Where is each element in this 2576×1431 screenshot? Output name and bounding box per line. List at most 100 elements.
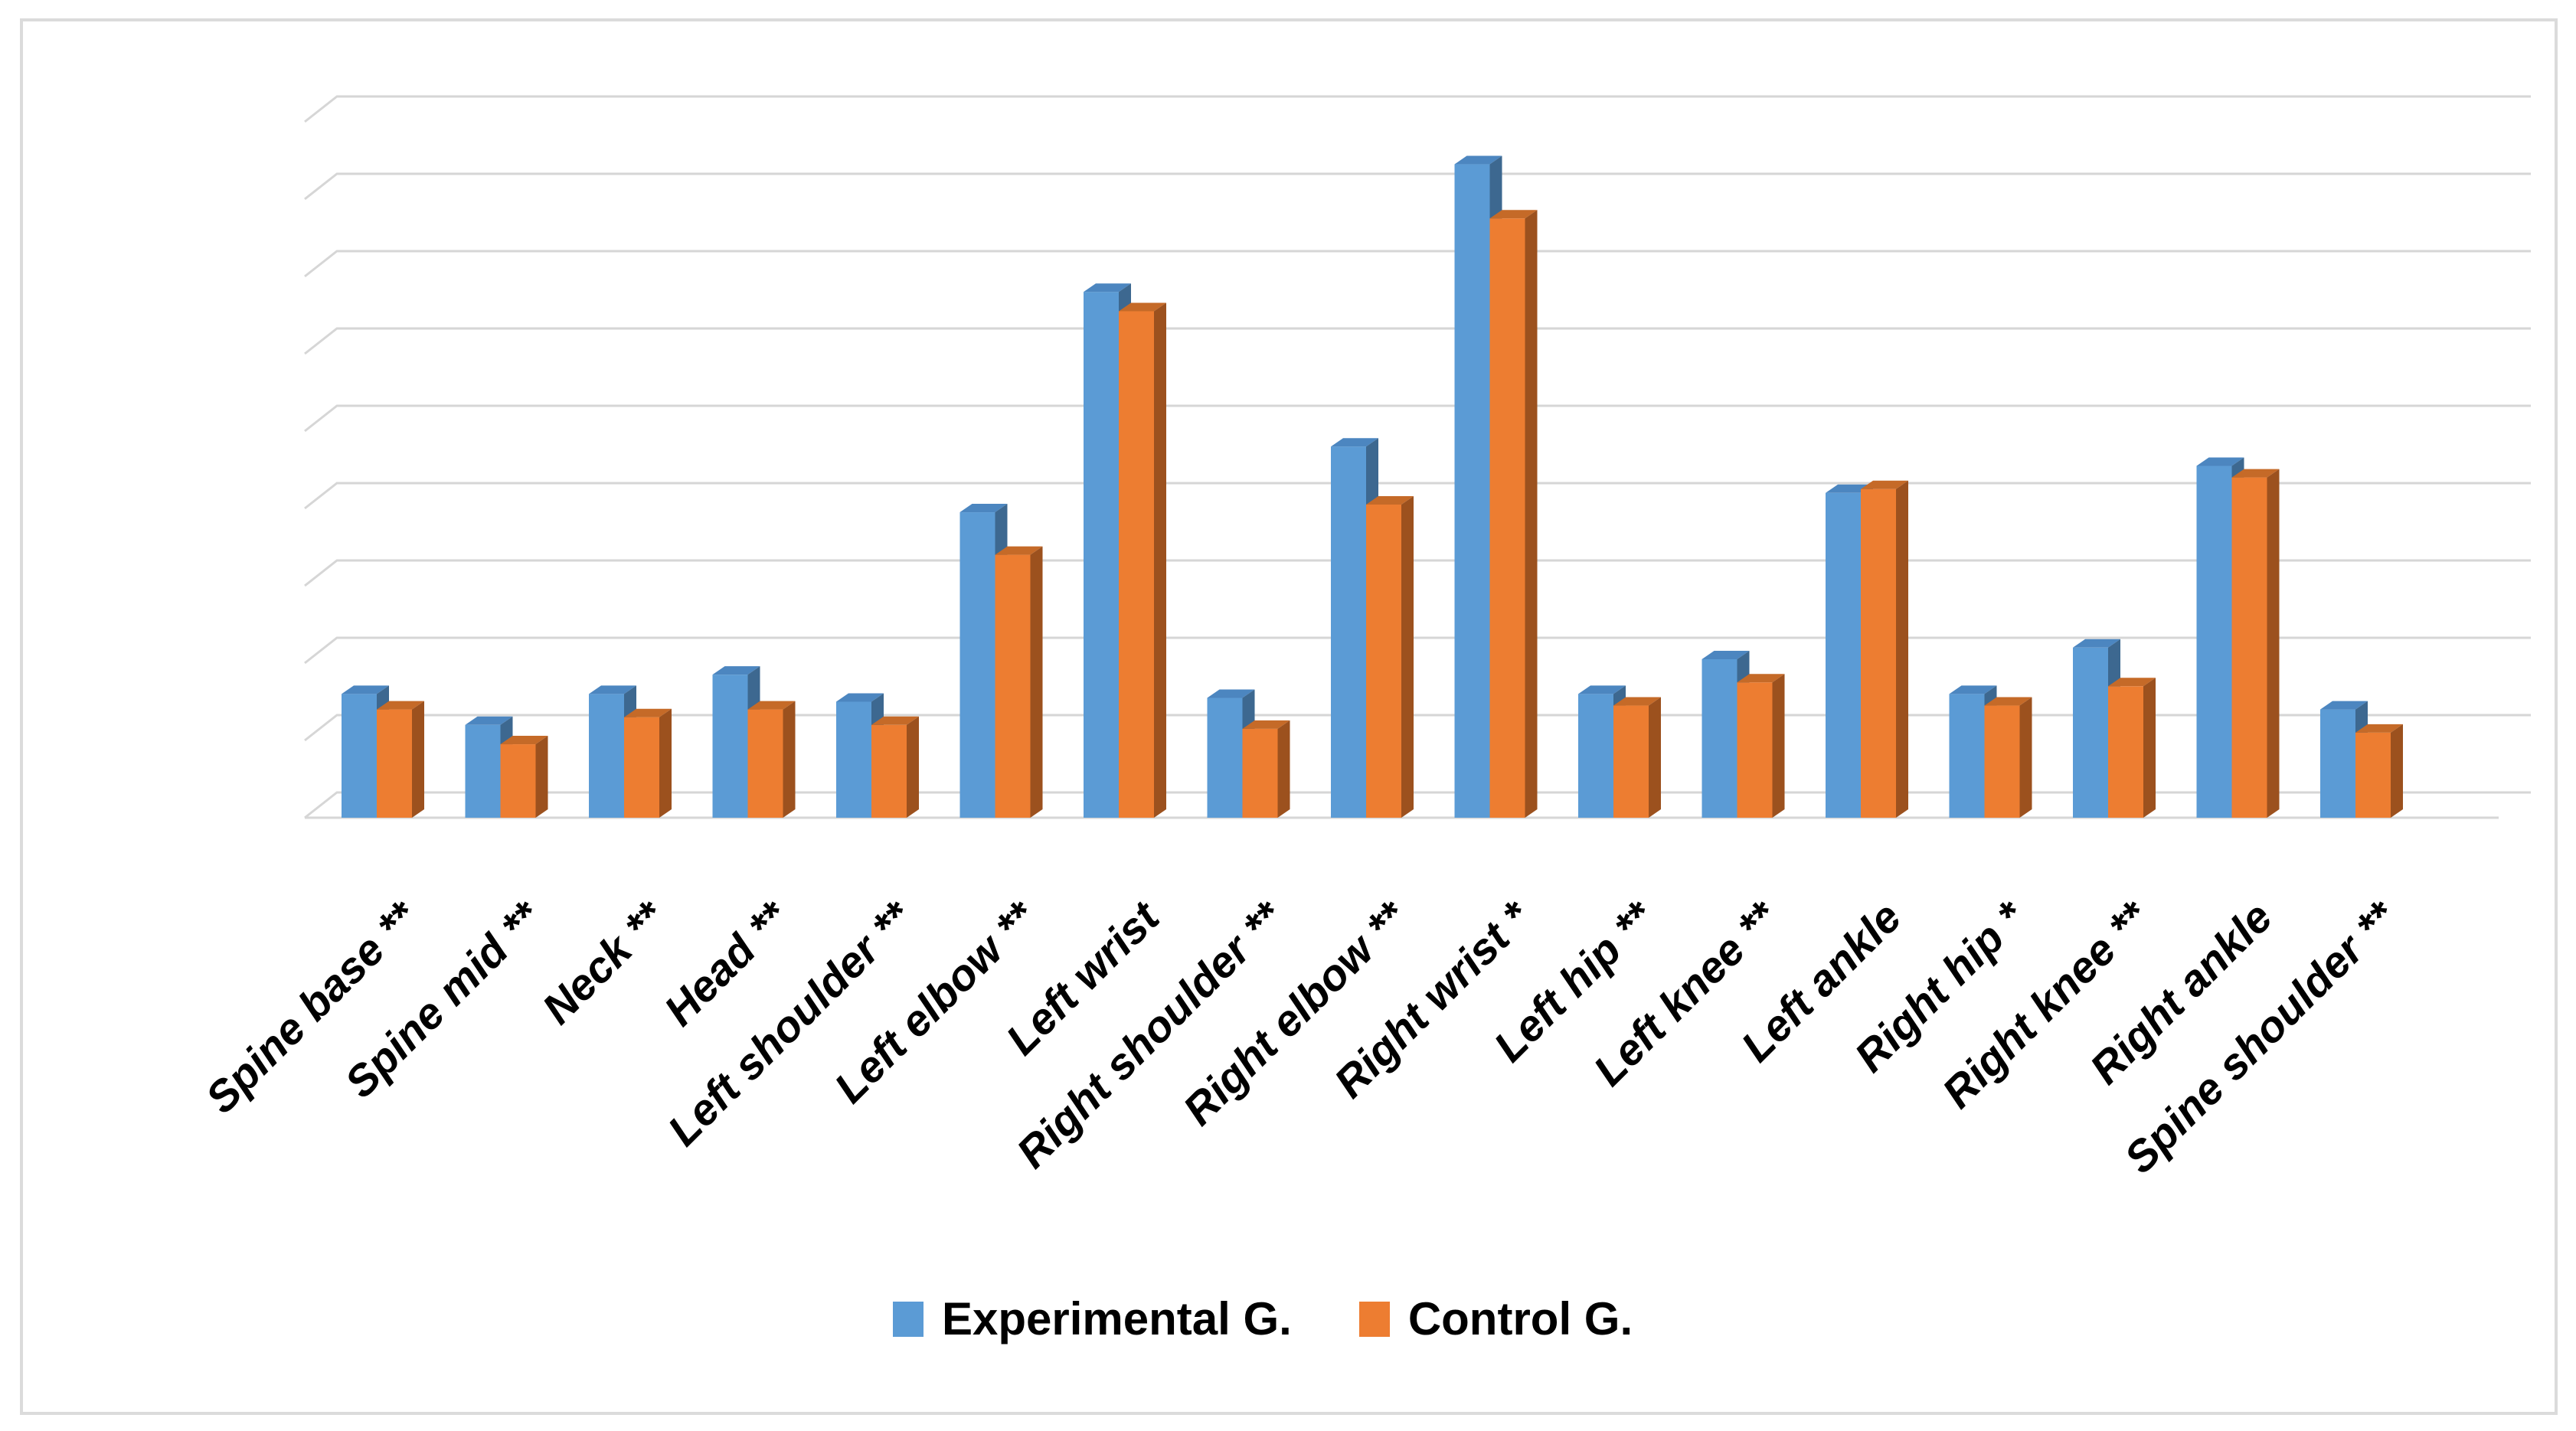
bar-top-face — [2073, 639, 2120, 648]
legend: Experimental G. Control G. — [893, 1296, 1633, 1342]
bar-front-face — [2108, 686, 2143, 818]
bar-side-face — [1401, 495, 1414, 818]
bar-top-face — [959, 504, 1008, 513]
bar-front-face — [2196, 466, 2232, 818]
bar-top-face — [1613, 697, 1661, 706]
legend-swatch-experimental — [893, 1302, 924, 1337]
bar-side-face — [2019, 697, 2032, 818]
bar-control-14 — [2108, 678, 2156, 818]
bar-top-face — [1207, 689, 1255, 698]
bar-top-face — [2196, 457, 2244, 466]
bar-top-face — [1119, 302, 1166, 312]
gridline-level-4 — [304, 482, 2531, 510]
bar-control-7 — [1242, 720, 1290, 818]
bar-front-face — [2231, 477, 2267, 818]
bar-top-face — [2320, 701, 2368, 710]
bar-front-face — [1366, 504, 1401, 818]
bar-top-face — [836, 693, 884, 702]
bar-front-face — [995, 554, 1031, 818]
legend-item-experimental: Experimental G. — [893, 1296, 1292, 1342]
bar-side-face — [1030, 546, 1043, 818]
gridline-level-5 — [304, 404, 2531, 433]
bar-front-face — [712, 675, 748, 818]
bar-control-16 — [2355, 724, 2403, 818]
gridline-level-6 — [304, 327, 2531, 355]
bar-top-face — [1737, 674, 1785, 683]
bar-top-face — [342, 685, 389, 694]
bar-control-6 — [1119, 302, 1166, 818]
gridline-level-1 — [304, 714, 2531, 742]
bar-side-face — [1896, 480, 1908, 818]
x-axis-label-2: Neck ** — [533, 891, 675, 1034]
bar-side-face — [783, 701, 796, 818]
bar-side-face — [1649, 697, 1661, 818]
bar-side-face — [1277, 720, 1290, 818]
bar-front-face — [1613, 705, 1649, 818]
legend-item-control: Control G. — [1358, 1296, 1633, 1342]
gridline-level-0 — [304, 791, 2531, 819]
bar-front-face — [624, 717, 659, 818]
bar-top-face — [1366, 495, 1414, 505]
bar-control-3 — [747, 701, 796, 818]
bar-front-face — [500, 744, 536, 818]
bar-side-face — [412, 701, 424, 818]
bar-control-8 — [1366, 495, 1414, 818]
bar-top-face — [1949, 685, 1997, 694]
bar-side-face — [535, 736, 548, 818]
bar-front-face — [1984, 705, 2020, 818]
bar-top-face — [995, 546, 1043, 555]
bar-front-face — [1861, 488, 1896, 818]
gridline-level-3 — [304, 559, 2531, 587]
x-axis-labels: Spine base **Spine mid **Neck **Head **L… — [197, 891, 2408, 1183]
bar-front-face — [377, 709, 412, 818]
bar-top-face — [1861, 480, 1908, 489]
bar-control-15 — [2231, 469, 2280, 818]
bar-front-face — [1702, 658, 1737, 818]
bar-control-1 — [500, 736, 548, 818]
bar-front-face — [836, 701, 871, 818]
bar-control-12 — [1861, 480, 1908, 818]
bar-side-face — [2391, 724, 2403, 818]
bar-front-face — [1489, 218, 1525, 818]
legend-label-experimental: Experimental G. — [942, 1293, 1292, 1344]
bar-front-face — [959, 512, 995, 818]
bar-side-face — [1772, 674, 1785, 818]
bar-side-face — [1154, 302, 1166, 818]
bar-front-face — [1578, 694, 1613, 818]
bar-front-face — [1454, 164, 1490, 818]
bar-front-face — [1737, 682, 1773, 818]
gridline-level-9 — [304, 95, 2531, 123]
bar-front-face — [1207, 698, 1243, 818]
bar-side-face — [2267, 469, 2280, 818]
bar-control-5 — [995, 546, 1043, 818]
bar-top-face — [377, 701, 424, 710]
bar-top-face — [465, 716, 513, 725]
bar-front-face — [2320, 709, 2355, 818]
bar-front-face — [1119, 311, 1154, 818]
bar-top-face — [1084, 283, 1131, 292]
bar-top-face — [1242, 720, 1290, 729]
bar-top-face — [624, 708, 672, 717]
bar-control-13 — [1984, 697, 2032, 818]
x-axis-label-8: Right elbow ** — [1174, 891, 1417, 1135]
bar-front-face — [1242, 728, 1278, 818]
bar-control-10 — [1613, 697, 1661, 818]
bar-top-face — [1489, 210, 1538, 219]
bar-front-face — [2073, 647, 2108, 818]
gridline-level-2 — [304, 636, 2531, 665]
bar-side-face — [2143, 678, 2156, 818]
bar-side-face — [1525, 210, 1538, 818]
bar-top-face — [589, 685, 636, 694]
bar-front-face — [747, 709, 783, 818]
bar-front-face — [465, 724, 501, 818]
gridline-level-8 — [304, 172, 2531, 201]
bar-top-face — [712, 666, 760, 675]
bar-side-face — [659, 708, 672, 818]
legend-swatch-control — [1358, 1302, 1390, 1337]
bar-top-face — [1578, 685, 1626, 694]
bar-top-face — [871, 716, 919, 725]
bar-top-face — [747, 701, 796, 710]
gridline-level-7 — [304, 250, 2531, 278]
